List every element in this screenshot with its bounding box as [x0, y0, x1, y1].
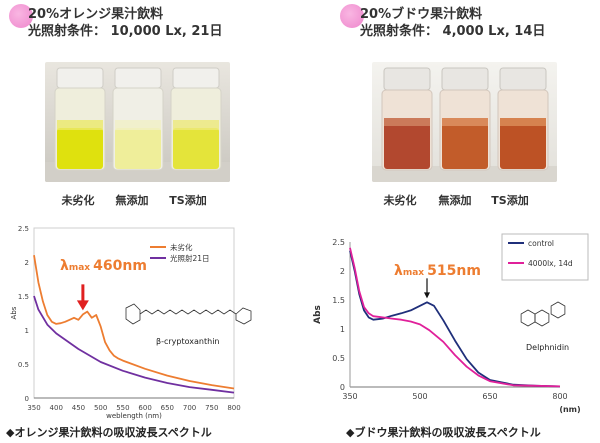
- x-tick-label: 550: [116, 404, 129, 412]
- legend-entry: control: [528, 239, 554, 248]
- peak-arrow-head: [76, 300, 89, 311]
- x-tick-label: 500: [412, 392, 427, 401]
- ring-right: [235, 307, 252, 325]
- compound-name: Delphnidin: [526, 343, 569, 352]
- series-line-1: [33, 255, 235, 390]
- vial-label-undegraded: 未劣化: [383, 194, 417, 207]
- y-tick-label: 2: [340, 267, 345, 276]
- x-tick-label: 500: [94, 404, 107, 412]
- series-line-1: [349, 250, 561, 388]
- y-tick-label: 1: [25, 327, 29, 335]
- x-tick-label: 350: [27, 404, 40, 412]
- x-axis-label: weblength (nm): [106, 412, 162, 420]
- y-tick-label: 1.5: [18, 293, 29, 301]
- vial-label-no-additive: 無添加: [438, 194, 472, 207]
- x-tick-label: 350: [342, 392, 357, 401]
- compound-name: β-cryptoxanthin: [156, 337, 219, 346]
- series-line-2: [349, 247, 561, 388]
- y-tick-label: 2.5: [332, 238, 345, 247]
- vial-label-ts-additive: TS添加: [169, 194, 207, 207]
- y-tick-label: 0.5: [18, 361, 29, 369]
- x-tick-label: 800: [552, 392, 567, 401]
- delphinidin-structure-icon: Delphnidin: [520, 301, 569, 352]
- ring-c: [534, 309, 550, 327]
- x-tick-label: 800: [227, 404, 240, 412]
- y-axis-label: Abs: [10, 306, 18, 319]
- grape-vials-photo: [372, 62, 557, 182]
- peak-arrow-head: [424, 292, 430, 299]
- orange-vials-photo: [45, 62, 230, 182]
- x-tick-label: 700: [183, 404, 196, 412]
- y-axis-label: Abs: [313, 305, 323, 324]
- legend-entry: 未劣化: [170, 242, 193, 252]
- y-tick-label: 1: [340, 325, 345, 334]
- plot-area: [33, 227, 235, 399]
- x-tick-label: 750: [205, 404, 218, 412]
- x-tick-label: 400: [50, 404, 63, 412]
- y-tick-label: 0: [25, 395, 29, 403]
- grape-juice-panel: 20%ブドウ果汁飲料 光照射条件： 4,000 Lx, 14日: [300, 0, 600, 443]
- header-title: 20%ブドウ果汁飲料: [360, 7, 483, 22]
- header-title: 20%オレンジ果汁飲料: [28, 7, 164, 22]
- polyene-chain: [139, 309, 237, 315]
- legend-entry: 光照射21日: [170, 253, 210, 263]
- vial-label-no-additive: 無添加: [115, 194, 149, 207]
- series-line-2: [33, 295, 235, 394]
- header-conditions: 光照射条件： 4,000 Lx, 14日: [360, 24, 546, 39]
- y-tick-label: 2: [25, 259, 29, 267]
- ring-b: [550, 301, 566, 319]
- header-conditions: 光照射条件： 10,000 Lx, 21日: [28, 24, 223, 39]
- x-tick-label: 650: [161, 404, 174, 412]
- y-tick-label: 2.5: [18, 225, 29, 233]
- pink-marker-dot: [340, 4, 364, 28]
- legend-entry: 4000lx, 14d: [528, 259, 573, 268]
- vial-label-undegraded: 未劣化: [61, 194, 95, 207]
- lambda-max-label: λmax 515nm: [394, 263, 481, 279]
- ring-left: [125, 303, 141, 325]
- x-tick-label: 650: [482, 392, 497, 401]
- chart-caption: ◆オレンジ果汁飲料の吸収波長スペクトル: [6, 426, 212, 439]
- cryptoxanthin-structure-icon: β-cryptoxanthin: [125, 303, 252, 346]
- chart-caption: ◆ブドウ果汁飲料の吸収波長スペクトル: [346, 426, 541, 439]
- lambda-max-label: λmax 460nm: [60, 258, 147, 274]
- y-tick-label: 0.5: [332, 354, 345, 363]
- x-tick-label: 600: [138, 404, 151, 412]
- x-axis-label: (nm): [559, 405, 580, 414]
- y-tick-label: 1.5: [332, 296, 345, 305]
- x-tick-label: 450: [72, 404, 85, 412]
- orange-spectrum-chart: 0 0.5 1 1.5 2 2.5 350 400 450 500 550 600 650 700 750 8…: [10, 225, 252, 420]
- vial-label-ts-additive: TS添加: [491, 194, 529, 207]
- y-tick-label: 0: [340, 383, 345, 392]
- grape-spectrum-chart: 0 0.5 1 1.5 2 2.5 350 500 650 800 Abs (nm) control 4…: [313, 233, 589, 414]
- orange-juice-panel: 20%オレンジ果汁飲料 光照射条件： 10,000 Lx, 21日: [6, 4, 252, 439]
- chart-legend: control 4000lx, 14d: [501, 233, 589, 281]
- pink-marker-dot: [9, 4, 33, 28]
- legend-box: [501, 233, 589, 281]
